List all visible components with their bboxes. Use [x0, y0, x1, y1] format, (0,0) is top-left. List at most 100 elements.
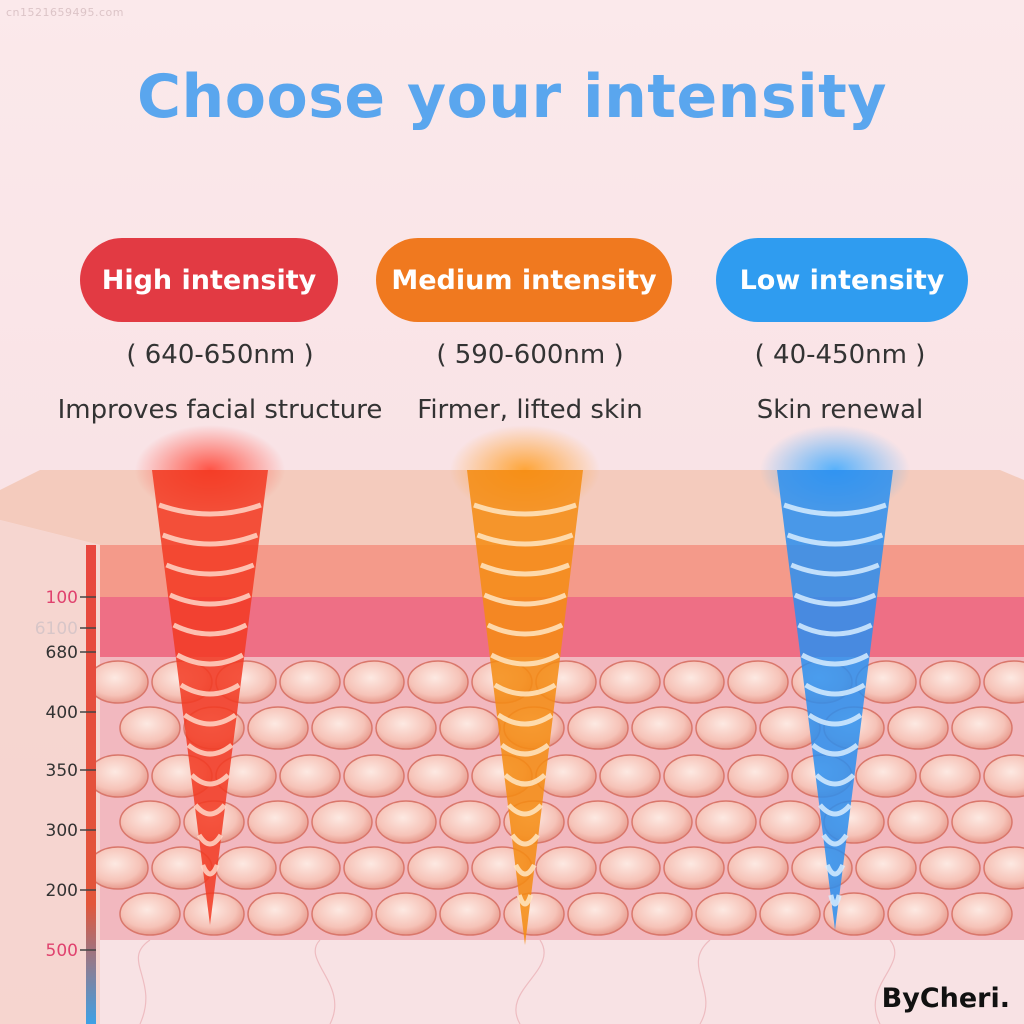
beam-wave	[196, 833, 224, 847]
cell-layer	[100, 657, 1024, 940]
cell	[311, 892, 373, 936]
cell	[887, 706, 949, 750]
beam-wave	[473, 502, 577, 517]
tick-label: 300	[46, 821, 78, 841]
cell	[663, 660, 725, 704]
beam-wave	[503, 773, 547, 787]
beam-wave	[165, 562, 255, 577]
tick-label: 680	[46, 643, 78, 663]
cell	[695, 800, 757, 844]
depth-scale-ticks: 100 6100 680 400 350 300 200 500	[35, 588, 96, 961]
tick-label: 350	[46, 761, 78, 781]
beam-cone	[777, 470, 893, 930]
cell	[343, 754, 405, 798]
beam-wave	[513, 863, 537, 877]
cell	[439, 892, 501, 936]
cell	[119, 706, 181, 750]
fibres	[137, 939, 896, 1024]
medium-intensity-beam	[450, 425, 600, 945]
cell	[503, 892, 565, 936]
high-intensity-pill: High intensity	[80, 238, 338, 322]
cell	[439, 800, 501, 844]
cell	[87, 846, 149, 890]
cell	[407, 754, 469, 798]
beam-wave	[183, 712, 237, 727]
beam-wave	[176, 652, 244, 667]
cell	[631, 800, 693, 844]
cell	[279, 846, 341, 890]
cell	[375, 800, 437, 844]
beam-wave	[490, 652, 560, 667]
cell	[215, 846, 277, 890]
cell	[663, 754, 725, 798]
tick-label: 400	[46, 703, 78, 723]
cell	[247, 800, 309, 844]
beam-wave	[824, 863, 846, 877]
cell	[919, 754, 981, 798]
tick-label: 500	[46, 941, 78, 961]
cell	[631, 706, 693, 750]
cell	[247, 892, 309, 936]
cell	[439, 706, 501, 750]
cell	[727, 754, 789, 798]
cell	[87, 754, 149, 798]
skin-side-face	[0, 520, 100, 1024]
beam-wave	[500, 742, 550, 757]
cell	[311, 706, 373, 750]
cell	[599, 660, 661, 704]
cell	[887, 800, 949, 844]
beam-wave	[493, 682, 557, 697]
beam-wave	[158, 502, 262, 517]
tick-label: 6100	[35, 619, 78, 639]
cell	[983, 846, 1024, 890]
cell	[535, 846, 597, 890]
cell	[727, 846, 789, 890]
beam-wave	[479, 562, 571, 577]
cell	[375, 706, 437, 750]
beam-wave	[179, 682, 241, 697]
beam-wave	[786, 532, 884, 547]
cell	[951, 706, 1013, 750]
high-benefit: Improves facial structure	[57, 395, 383, 425]
medium-intensity-pill: Medium intensity	[376, 238, 672, 322]
cell	[983, 754, 1024, 798]
beam-wave	[783, 502, 887, 517]
cell	[311, 800, 373, 844]
beam-wave	[510, 833, 540, 847]
cell	[727, 660, 789, 704]
beam-wave	[486, 622, 564, 637]
beam-wave	[800, 652, 870, 667]
beam-cone	[152, 470, 268, 925]
beam-wave	[506, 803, 544, 817]
beam-wave	[821, 833, 849, 847]
beam-wave	[811, 742, 859, 757]
beam-wave	[172, 622, 248, 637]
beam-cone	[467, 470, 583, 945]
beam-wave	[516, 894, 534, 907]
beam-wave	[496, 712, 554, 727]
cell	[343, 660, 405, 704]
beam-wave	[797, 622, 873, 637]
cell	[87, 660, 149, 704]
cell	[951, 892, 1013, 936]
beam-wave	[169, 592, 251, 607]
light-beams	[135, 425, 910, 945]
brand-logo: ByCheri.	[881, 983, 1010, 1014]
cell	[823, 892, 885, 936]
beam-wave	[190, 773, 230, 787]
depth-scale-bar	[86, 545, 96, 1024]
cell	[119, 800, 181, 844]
cell	[407, 846, 469, 890]
beam-wave	[790, 562, 880, 577]
cell	[695, 706, 757, 750]
low-benefit: Skin renewal	[756, 395, 924, 425]
cell	[855, 846, 917, 890]
beam-wave	[200, 863, 220, 877]
cell-grid	[87, 660, 1024, 936]
cell	[663, 846, 725, 890]
page-title: Choose your intensity	[137, 62, 887, 132]
cell	[279, 754, 341, 798]
cell	[919, 660, 981, 704]
